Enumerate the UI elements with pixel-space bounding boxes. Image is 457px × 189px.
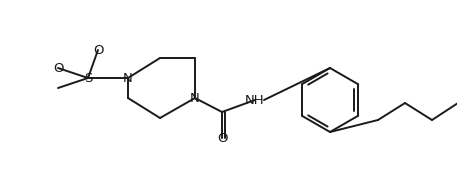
Text: O: O <box>93 43 103 57</box>
Text: S: S <box>84 71 92 84</box>
Text: NH: NH <box>245 94 265 106</box>
Text: O: O <box>217 132 227 145</box>
Text: O: O <box>53 61 63 74</box>
Text: N: N <box>123 71 133 84</box>
Text: N: N <box>190 91 200 105</box>
